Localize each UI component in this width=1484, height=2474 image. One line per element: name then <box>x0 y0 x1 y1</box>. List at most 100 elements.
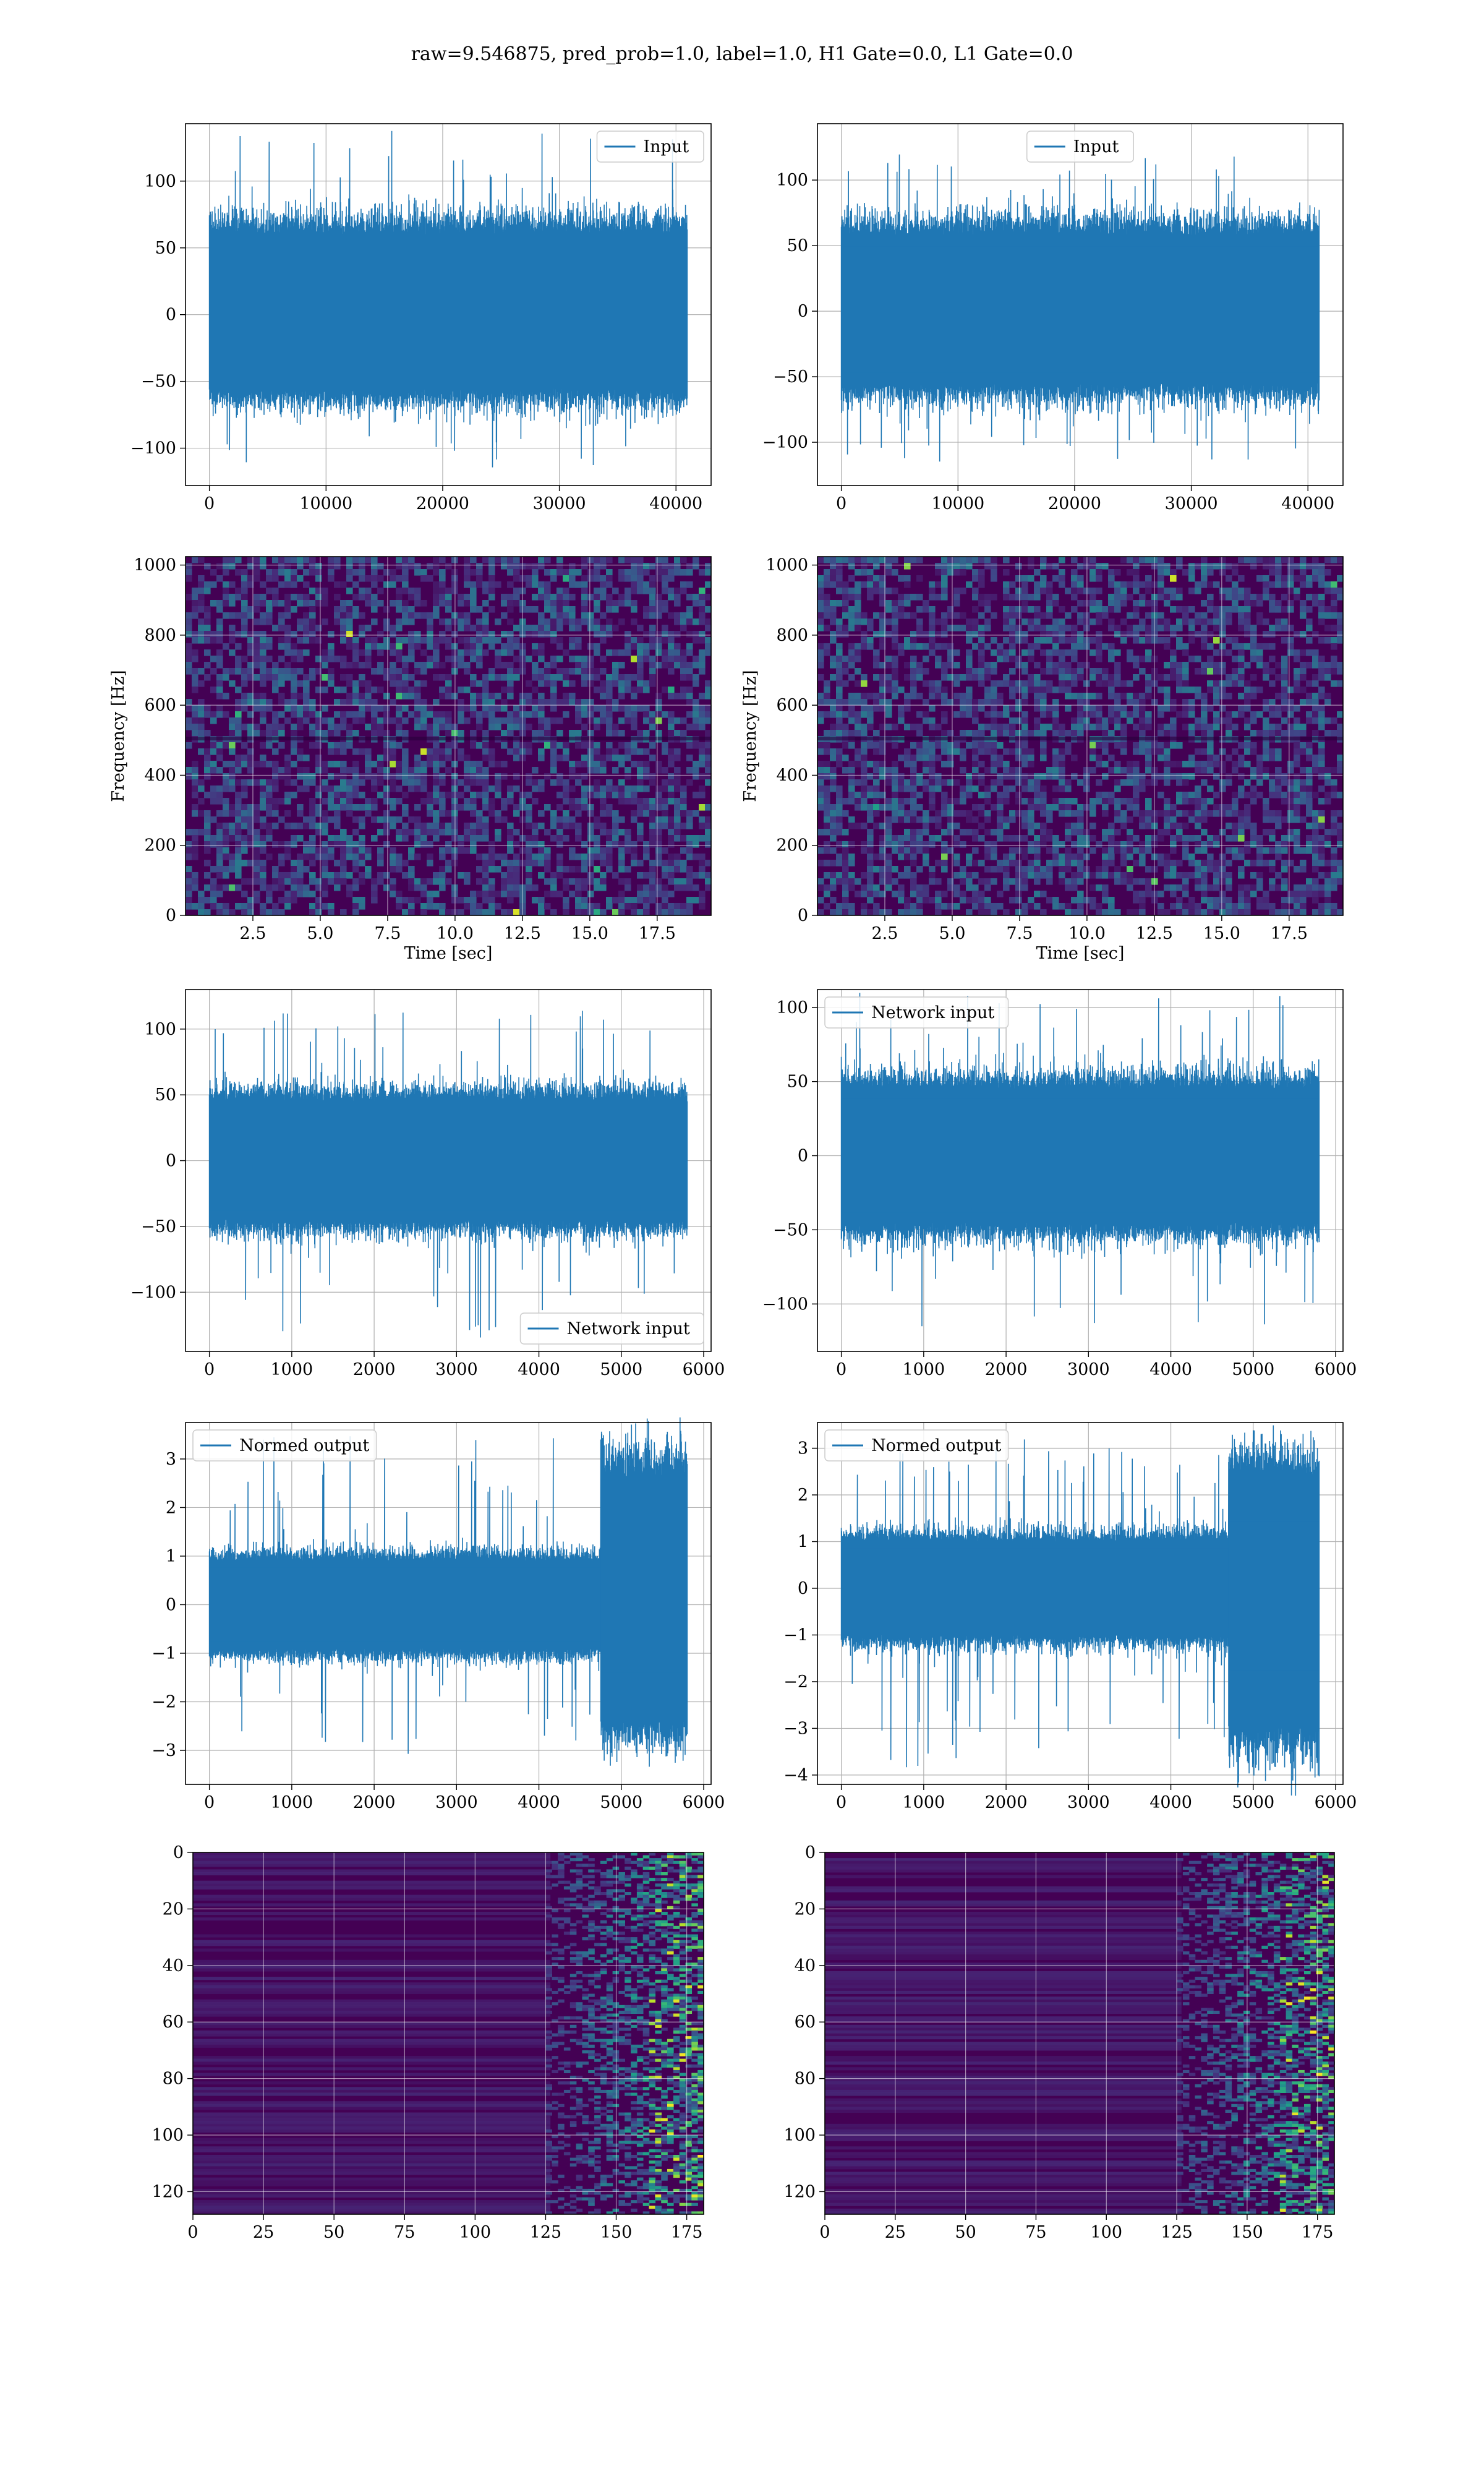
pixel <box>830 779 837 786</box>
pixel <box>365 557 372 563</box>
pixel <box>1238 742 1245 749</box>
pixel <box>186 594 192 601</box>
pixel <box>1176 773 1183 780</box>
pixel <box>198 637 205 644</box>
pixel <box>235 699 242 706</box>
pixel <box>439 829 446 836</box>
pixel <box>686 767 693 774</box>
pixel <box>278 563 285 570</box>
pixel <box>855 612 861 619</box>
pixel <box>1238 594 1245 601</box>
pixel <box>433 823 440 829</box>
pixel <box>587 575 594 582</box>
pixel <box>1021 724 1028 730</box>
pixel <box>526 878 532 885</box>
pixel <box>371 785 378 792</box>
pixel <box>1158 730 1164 737</box>
pixel <box>260 717 267 724</box>
pixel <box>612 755 619 761</box>
pixel <box>532 705 539 712</box>
pixel <box>563 810 569 817</box>
pixel <box>668 823 675 829</box>
pixel <box>1108 711 1115 718</box>
pixel <box>297 810 304 817</box>
pixel <box>223 909 229 916</box>
pixel <box>916 730 923 737</box>
pixel <box>1071 606 1078 613</box>
pixel <box>186 829 192 836</box>
x-tick-label: 10000 <box>299 494 352 513</box>
pixel <box>1028 748 1034 755</box>
pixel <box>550 761 557 768</box>
pixel <box>1331 730 1337 737</box>
pixel <box>247 816 254 823</box>
pixel <box>1244 600 1251 607</box>
pixel <box>1275 773 1282 780</box>
pixel <box>1238 662 1245 669</box>
pixel <box>470 823 477 829</box>
pixel <box>420 637 427 644</box>
pixel <box>1244 761 1251 768</box>
pixel <box>390 625 396 631</box>
pixel <box>556 643 563 650</box>
pixel <box>340 600 347 607</box>
pixel <box>532 643 539 650</box>
pixel <box>439 618 446 625</box>
pixel <box>923 668 929 675</box>
pixel <box>941 662 948 669</box>
pixel <box>303 866 310 873</box>
pixel <box>371 816 378 823</box>
pixel <box>879 643 886 650</box>
pixel <box>1114 631 1121 638</box>
pixel <box>686 674 693 681</box>
pixel <box>612 606 619 613</box>
pixel <box>544 717 551 724</box>
pixel <box>1281 693 1288 700</box>
pixel <box>1139 724 1146 730</box>
pixel <box>1275 600 1282 607</box>
pixel <box>476 823 483 829</box>
pixel <box>322 841 328 848</box>
pixel <box>1188 606 1195 613</box>
pixel <box>892 569 898 576</box>
pixel <box>229 767 236 774</box>
pixel <box>569 730 576 737</box>
pixel <box>427 748 433 755</box>
pixel <box>532 841 539 848</box>
pixel <box>594 742 600 749</box>
pixel <box>594 884 600 891</box>
pixel <box>266 779 273 786</box>
pixel <box>1256 618 1263 625</box>
pixel <box>848 563 855 570</box>
pixel <box>247 674 254 681</box>
pixel <box>916 693 923 700</box>
pixel <box>1158 618 1164 625</box>
pixel <box>824 785 830 792</box>
pixel <box>303 767 310 774</box>
pixel <box>315 767 322 774</box>
pixel <box>686 847 693 854</box>
pixel <box>346 680 353 687</box>
pixel <box>359 860 365 867</box>
pixel <box>1028 785 1034 792</box>
pixel <box>867 588 874 594</box>
pixel <box>507 909 514 916</box>
pixel <box>278 724 285 730</box>
pixel <box>680 687 687 693</box>
pixel <box>941 742 948 749</box>
pixel <box>892 798 898 805</box>
pixel <box>272 687 279 693</box>
pixel <box>1040 742 1047 749</box>
pixel <box>947 569 954 576</box>
pixel <box>340 866 347 873</box>
pixel <box>563 755 569 761</box>
pixel <box>637 674 644 681</box>
pixel <box>1195 785 1201 792</box>
pixel <box>297 705 304 712</box>
pixel <box>1318 773 1325 780</box>
pixel <box>612 625 619 631</box>
pixel <box>1120 557 1127 563</box>
pixel <box>507 891 514 897</box>
pixel <box>254 656 260 662</box>
pixel <box>383 829 390 836</box>
